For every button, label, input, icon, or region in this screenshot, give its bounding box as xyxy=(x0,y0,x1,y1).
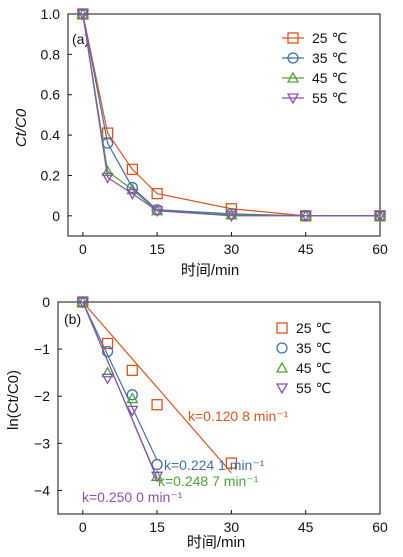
x-tick-label-a: 30 xyxy=(224,241,240,257)
data-point-b xyxy=(150,471,164,483)
x-tick-label-a: 60 xyxy=(372,241,388,257)
y-tick-label-b: −4 xyxy=(34,482,50,498)
data-point-b xyxy=(126,392,139,404)
data-point-b xyxy=(101,345,114,358)
legend-marker-a xyxy=(286,93,300,105)
y-tick-label-b: −1 xyxy=(34,341,50,357)
data-point-b xyxy=(126,389,138,401)
x-tick-label-a: 0 xyxy=(79,241,87,257)
legend-label-a: 45 ℃ xyxy=(312,70,347,86)
x-axis-label-a: 时间/min xyxy=(181,262,239,279)
chart-b: (b) 0 −1 −2 −3 −4 0 15 30 45 60 25 ℃ 35 ℃ 45 ℃ 55 ℃… xyxy=(5,294,388,551)
data-point-a xyxy=(126,188,139,200)
data-point-a xyxy=(299,211,312,223)
legend-marker-a xyxy=(286,71,300,83)
x-tick-label-a: 15 xyxy=(149,241,165,257)
fit-line-b xyxy=(82,301,158,461)
legend-marker-b xyxy=(276,322,288,334)
y-tick-label-a: 1.0 xyxy=(41,6,61,22)
data-point-b xyxy=(101,337,114,350)
data-point-b xyxy=(151,399,163,411)
data-point-b xyxy=(101,373,114,385)
series-line-a xyxy=(82,13,380,217)
x-axis-label-b: 时间/min xyxy=(187,534,245,551)
plot-frame-b xyxy=(57,301,381,515)
data-point-b xyxy=(126,364,138,376)
data-point-b xyxy=(225,457,238,469)
y-axis-label-b: ln(Ct/C0) xyxy=(5,370,22,430)
chart-a: (a) 0 0.2 0.4 0.6 0.8 1.0 0 15 30 45 60 25 ℃ 35 ℃ 4… xyxy=(13,6,388,279)
legend-marker-b xyxy=(275,361,289,373)
legend-label-b: 35 ℃ xyxy=(296,340,331,356)
data-point-a xyxy=(126,163,139,176)
y-tick-label-b: −2 xyxy=(34,388,50,404)
y-tick-label-a: 0.8 xyxy=(41,46,61,62)
y-tick-label-a: 0 xyxy=(52,208,60,224)
y-tick-label-a: 0.6 xyxy=(41,87,61,103)
legend-label-b: 45 ℃ xyxy=(296,360,331,376)
legend-label-a: 55 ℃ xyxy=(312,90,347,106)
k-annotation-b: k=0.248 7 min⁻¹ xyxy=(158,473,259,489)
data-point-b xyxy=(126,405,139,417)
x-tick-label-b: 45 xyxy=(298,519,314,535)
x-tick-label-b: 60 xyxy=(372,519,388,535)
data-point-a xyxy=(126,181,139,194)
legend-label-b: 55 ℃ xyxy=(296,380,331,396)
data-point-a xyxy=(76,9,89,21)
data-point-a xyxy=(101,172,114,184)
y-tick-label-a: 0.2 xyxy=(41,167,61,183)
data-point-b xyxy=(76,297,89,309)
x-tick-label-a: 45 xyxy=(298,241,314,257)
legend-marker-b xyxy=(275,383,289,395)
panel-label-a: (a) xyxy=(72,31,89,47)
data-point-a xyxy=(225,211,238,223)
y-tick-label-a: 0.4 xyxy=(41,127,61,143)
data-point-a xyxy=(225,208,238,220)
y-axis-label-a: Ct/C0 xyxy=(13,108,30,147)
data-point-a xyxy=(373,211,387,223)
legend-label-a: 25 ℃ xyxy=(312,30,347,46)
legend-marker-b xyxy=(276,342,288,354)
plot-frame-a xyxy=(67,13,381,237)
legend-marker-a xyxy=(287,52,299,64)
data-point-a xyxy=(151,206,164,218)
y-tick-label-b: −3 xyxy=(34,435,50,451)
fit-line-b xyxy=(82,301,232,474)
y-tick-label-b: 0 xyxy=(42,294,50,310)
x-tick-label-b: 15 xyxy=(149,519,165,535)
k-annotation-b: k=0.250 0 min⁻¹ xyxy=(82,489,183,505)
k-annotation-b: k=0.120 8 min⁻¹ xyxy=(188,408,289,424)
x-tick-label-b: 0 xyxy=(79,519,87,535)
data-point-a xyxy=(151,187,163,200)
data-point-b xyxy=(151,458,163,471)
legend-marker-a xyxy=(287,32,299,44)
data-point-b xyxy=(101,366,114,378)
legend-label-a: 35 ℃ xyxy=(312,50,347,66)
k-annotation-b: k=0.224 1 min⁻¹ xyxy=(164,457,265,473)
x-tick-label-b: 30 xyxy=(224,519,240,535)
panel-label-b: (b) xyxy=(64,311,81,327)
legend-label-b: 25 ℃ xyxy=(296,320,331,336)
fit-line-b xyxy=(82,301,158,479)
